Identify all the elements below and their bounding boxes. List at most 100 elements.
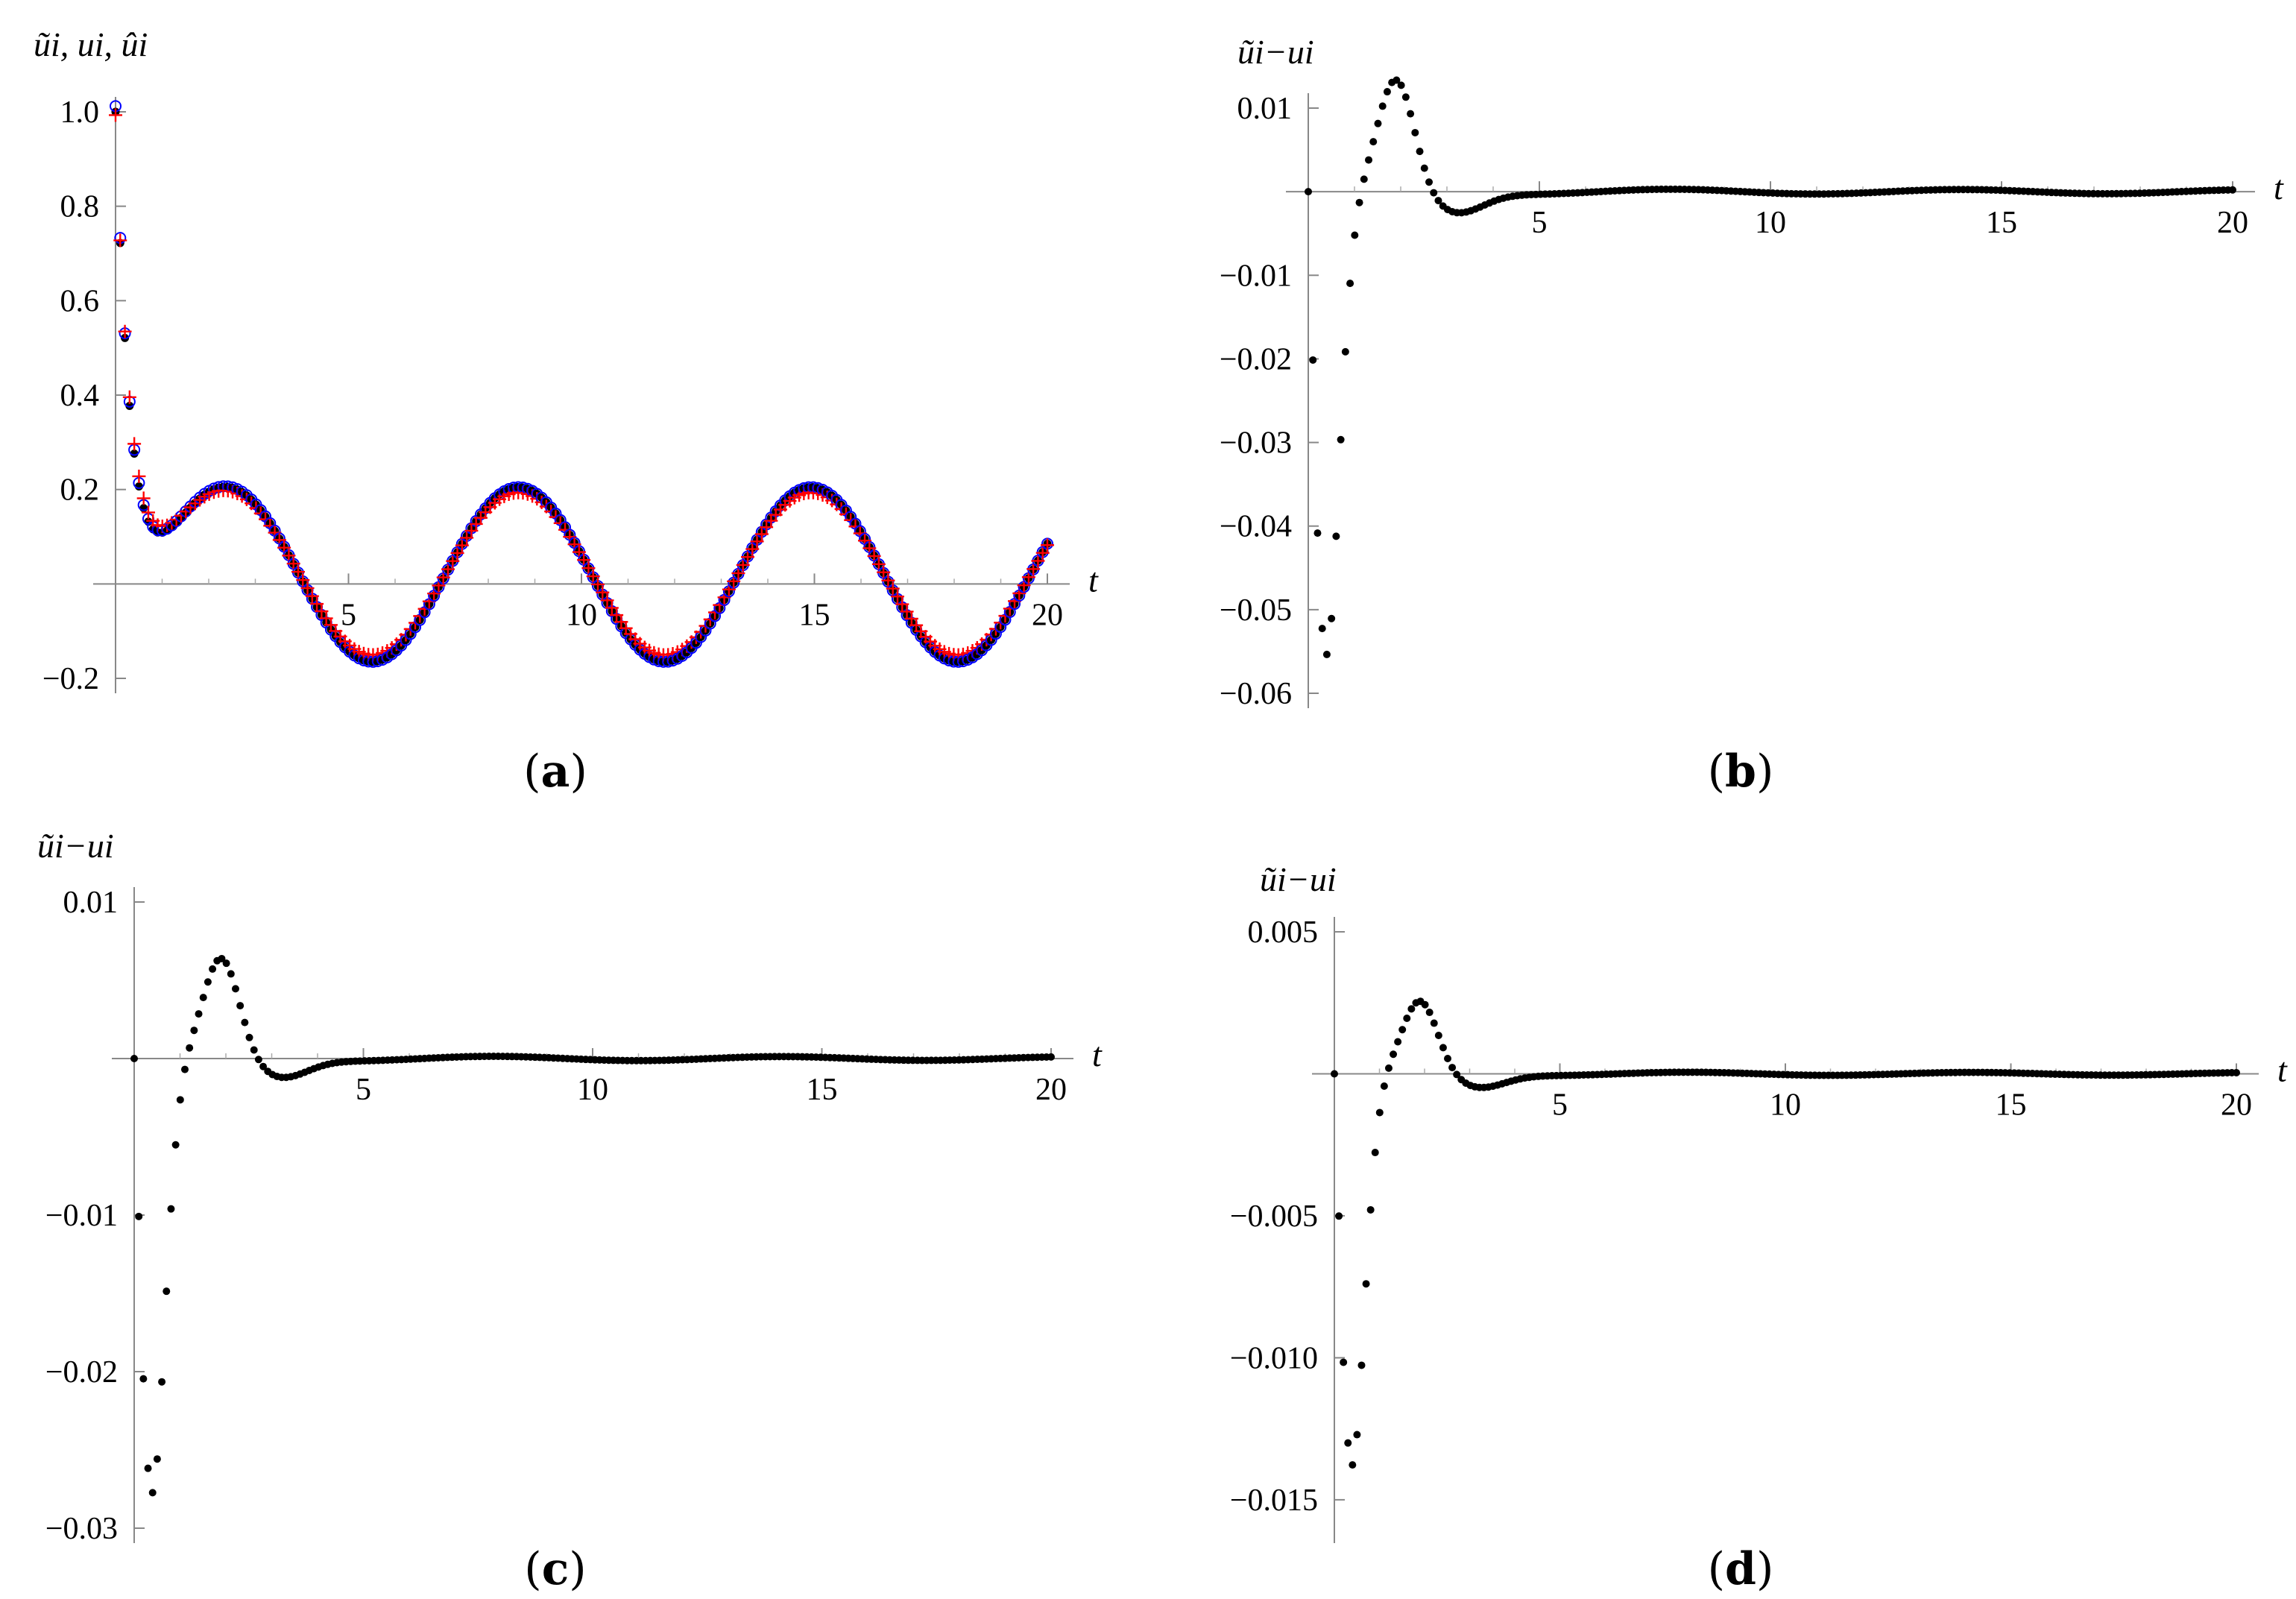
point-u-tilde [305,589,319,603]
error-point [227,970,235,978]
y-axis-label: ũi, ui, ûi [34,25,148,63]
point-u-tilde [590,577,605,591]
error-point [2233,1068,2240,1076]
panel-a: 5 10 15 20 t −0.2 0.2 0.4 0.6 0.8 1.0 ũi, ui, ûi (a) [34,25,1099,798]
error-point [1444,1055,1452,1063]
x-tick-label: 15 [1996,1088,2027,1122]
y-tick-label: −0.04 [1220,510,1292,544]
error-point [1434,1032,1442,1040]
error-point [1360,175,1368,183]
point-u-tilde [441,562,455,576]
y-tick-label: −0.01 [1220,259,1292,293]
panel-caption: (b) [1708,745,1774,798]
error-point [1390,1050,1398,1059]
point-u [134,482,143,491]
point-u-tilde [460,531,474,545]
point-u-tilde [890,590,904,604]
point-u-tilde [886,581,900,596]
error-point [1340,1358,1348,1366]
point-u-tilde [600,593,614,608]
error-point [199,994,207,1002]
point-u-tilde [122,390,136,404]
point-u [125,401,134,410]
panel-caption: (d) [1708,1543,1774,1595]
panel-b: 5 10 15 20 t −0.06 −0.05 −0.04 −0.03 −0.02 −0.01 0.… [1220,33,2284,798]
error-point [180,1065,189,1073]
point-u-tilde [605,601,619,615]
point-u-tilde [286,557,300,571]
point-u-tilde [596,585,610,599]
y-tick-label: −0.02 [45,1355,118,1390]
point-u-tilde [136,491,151,505]
error-point [1331,1070,1338,1078]
x-tick-label: 15 [807,1073,838,1107]
point-u-tilde [300,581,315,595]
error-point [1378,102,1387,110]
error-point [163,1287,171,1296]
error-point [1305,188,1312,196]
point-u-tilde [881,573,895,587]
error-point [1362,1280,1370,1288]
error-point [1353,1431,1361,1439]
point-u-tilde [455,538,469,552]
x-tick-label: 5 [341,598,356,632]
error-point [1369,138,1378,146]
error-point [1401,93,1410,101]
y-tick-label: 0.005 [1248,915,1319,950]
y-axis-label: ũi−ui [1260,860,1337,898]
error-point [1384,1064,1393,1072]
y-tick-label: 0.4 [60,379,100,413]
point-u-tilde [1031,554,1045,568]
point-u-tilde [1035,546,1050,560]
error-point [1394,1038,1402,1046]
panel-caption: (a) [523,745,587,798]
point-u-tilde [118,324,132,338]
error-point [1365,156,1373,164]
y-tick-label: 0.01 [1237,92,1293,126]
point-u-tilde [282,549,296,563]
x-tick-label: 10 [1770,1088,1801,1122]
error-point [1332,532,1340,540]
error-point [195,1010,203,1018]
error-point [158,1378,166,1386]
point-u-tilde [736,558,750,572]
point-u-tilde [315,605,329,619]
y-tick-label: 0.01 [63,886,119,920]
error-point [250,1046,258,1054]
point-u-tilde [740,550,754,564]
error-point [1383,88,1391,96]
error-point [241,1018,249,1026]
error-point [1453,1070,1461,1079]
point-u-tilde [446,554,460,568]
error-point [1335,1212,1343,1220]
panel-d: 5 10 15 20 t −0.015 −0.010 −0.005 0.005 ũi−ui (d) [1230,860,2288,1595]
point-u-tilde [877,565,891,579]
error-point [1366,1205,1375,1214]
y-axis-label: ũi−ui [1237,33,1314,71]
x-tick-label: 20 [1035,1073,1067,1107]
error-point [139,1375,148,1383]
error-point [1328,614,1336,622]
error-point [1430,1019,1438,1027]
error-point [1425,178,1434,186]
error-point [190,1026,198,1035]
x-tick-label: 15 [799,598,830,632]
error-point [135,1212,143,1220]
error-point [1397,81,1405,89]
x-tick-label: 10 [1755,206,1786,240]
error-point [218,954,226,962]
point-u-tilde [141,505,155,520]
y-tick-label: −0.03 [1220,426,1292,461]
x-tick-label: 15 [1986,206,2017,240]
point-u-tilde [745,542,760,556]
y-tick-label: −0.03 [45,1512,118,1546]
error-point [222,959,230,968]
point-u-tilde [127,437,142,451]
error-point [2229,186,2236,194]
point-u-tilde [754,527,769,541]
error-point [236,1002,245,1010]
error-point [144,1464,152,1472]
error-point [1355,198,1363,206]
point-u-tilde [900,605,914,619]
